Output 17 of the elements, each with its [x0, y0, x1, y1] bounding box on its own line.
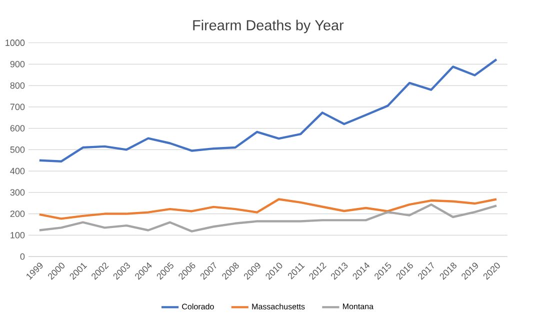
y-tick-label: 200: [10, 210, 25, 217]
y-tick-label: 100: [10, 232, 25, 238]
legend-label: Massachusetts: [252, 303, 305, 310]
y-tick-label: 400: [10, 168, 25, 174]
y-tick-label: 1000: [6, 39, 25, 46]
y-tick-label: 500: [10, 146, 25, 153]
legend-label: Montana: [342, 303, 374, 310]
y-tick-label: 0: [20, 253, 25, 260]
y-tick-label: 300: [10, 189, 25, 196]
y-tick-label: 700: [10, 103, 25, 110]
chart-title: Firearm Deaths by Year: [193, 20, 344, 34]
y-tick-label: 600: [10, 124, 25, 132]
y-tick-label: 900: [10, 60, 25, 68]
line-series: [38, 58, 498, 162]
y-tick-label: 800: [10, 82, 25, 89]
legend-label: Colorado: [182, 303, 214, 310]
line-series: [38, 198, 498, 220]
